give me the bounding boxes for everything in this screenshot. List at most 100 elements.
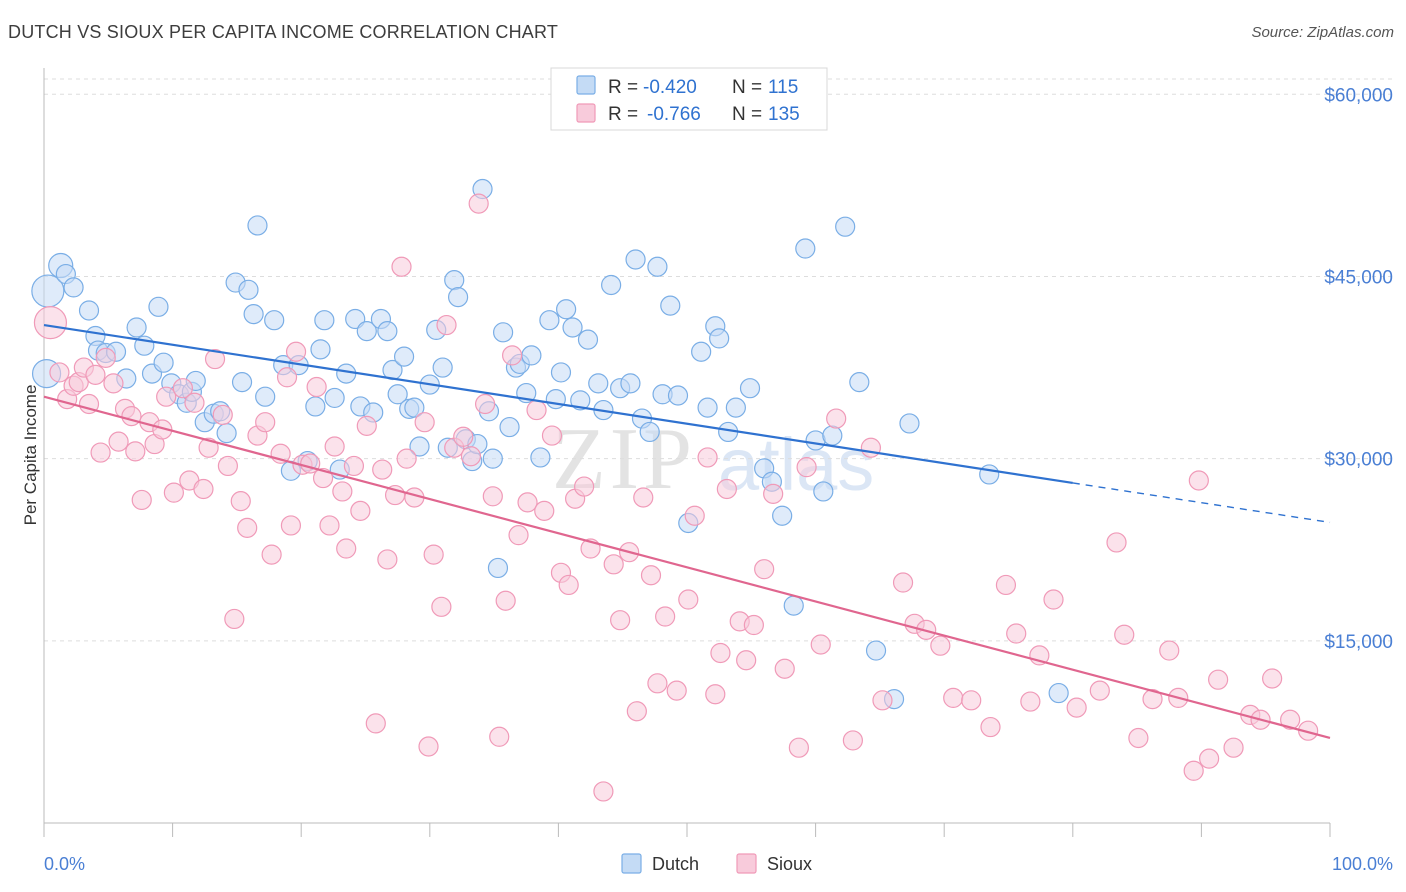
- dutch-point: [78, 300, 100, 321]
- dutch-point: [530, 447, 551, 468]
- x-tick-label-max: 100.0%: [1332, 854, 1393, 874]
- sioux-point: [125, 441, 146, 462]
- sioux-point: [391, 256, 412, 277]
- sioux-point: [103, 373, 124, 394]
- x-tick-label-min: 0.0%: [44, 854, 85, 874]
- sioux-point: [418, 736, 439, 757]
- sioux-point: [78, 393, 100, 415]
- dutch-point: [487, 557, 509, 579]
- bottom-legend: Dutch Sioux: [621, 853, 812, 874]
- sioux-point: [610, 610, 631, 631]
- sioux-point: [204, 348, 226, 370]
- dutch-point: [899, 413, 920, 434]
- sioux-point: [319, 515, 340, 536]
- dutch-point: [444, 270, 465, 291]
- sioux-point: [343, 455, 365, 477]
- sioux-point: [1020, 691, 1041, 712]
- dutch-point: [148, 296, 169, 317]
- sioux-point: [1043, 589, 1064, 610]
- dutch-point: [805, 430, 826, 451]
- sioux-point: [842, 730, 863, 751]
- sioux-point: [508, 525, 529, 546]
- sioux-point: [736, 650, 757, 671]
- bottom-legend-swatch-dutch: [621, 853, 642, 874]
- dutch-point: [264, 310, 285, 331]
- dutch-point: [550, 362, 572, 383]
- dutch-point: [725, 397, 746, 418]
- dutch-point: [691, 341, 712, 362]
- sioux-point: [1199, 748, 1220, 769]
- sioux-point: [541, 425, 563, 446]
- sioux-point: [356, 415, 377, 436]
- sioux-point: [336, 538, 357, 559]
- sioux-point: [396, 448, 417, 469]
- sioux-point: [1128, 727, 1149, 749]
- sioux-trend-line: [43, 395, 1331, 740]
- chart-title: DUTCH VS SIOUX PER CAPITA INCOME CORRELA…: [8, 22, 559, 42]
- sioux-point: [377, 549, 398, 570]
- sioux-point: [460, 446, 482, 467]
- dutch-point: [247, 215, 268, 236]
- sioux-point: [237, 517, 258, 538]
- sioux-point: [131, 489, 152, 511]
- dutch-point: [739, 378, 761, 399]
- dutch-point: [314, 310, 335, 331]
- sioux-point: [1006, 623, 1027, 644]
- sioux-point: [697, 447, 718, 468]
- legend-swatch-dutch: [576, 75, 596, 95]
- sioux-point: [980, 716, 1001, 738]
- dutch-point: [255, 386, 276, 407]
- dutch-point: [601, 274, 622, 296]
- sioux-point: [810, 634, 831, 655]
- dutch-point: [63, 277, 84, 298]
- sioux-point: [603, 554, 624, 575]
- dutch-point: [647, 256, 668, 277]
- dutch-point: [562, 317, 583, 338]
- sioux-point: [796, 457, 817, 478]
- dutch-point: [577, 329, 599, 350]
- sioux-point: [1280, 709, 1301, 730]
- sioux-point: [324, 436, 345, 457]
- sioux-point: [716, 478, 737, 500]
- sioux-point: [474, 393, 496, 415]
- sioux-point: [230, 491, 251, 512]
- dutch-point: [393, 346, 415, 367]
- top-legend: R = -0.420 N = 115 R = -0.766 N = 135: [550, 67, 828, 131]
- dutch-point: [556, 299, 577, 320]
- y-tick-label: $45,000: [1324, 267, 1393, 288]
- dutch-point: [243, 304, 264, 325]
- sioux-point: [517, 492, 538, 513]
- sioux-point: [502, 345, 523, 366]
- dutch-point: [499, 416, 520, 438]
- sioux-point: [1223, 737, 1244, 758]
- sioux-point: [350, 500, 371, 521]
- dutch-point: [813, 481, 834, 502]
- sioux-point: [261, 544, 282, 565]
- sioux-point: [212, 404, 233, 426]
- dutch-point: [783, 595, 804, 616]
- sioux-point: [276, 367, 298, 388]
- sioux-point: [312, 467, 334, 489]
- dutch-trend-extension: [1072, 482, 1331, 524]
- dutch-point: [336, 363, 357, 384]
- sioux-point: [163, 482, 184, 503]
- dutch-point: [835, 216, 856, 237]
- dutch-point: [377, 321, 398, 342]
- dutch-point: [310, 339, 331, 360]
- y-tick-labels: $15,000 $30,000 $45,000 $60,000: [1324, 85, 1393, 653]
- sioux-point: [85, 364, 106, 385]
- sioux-point: [633, 487, 654, 508]
- dutch-point: [625, 249, 646, 270]
- sioux-point: [184, 392, 205, 413]
- y-tick-label: $60,000: [1324, 85, 1393, 106]
- dutch-point: [588, 373, 609, 394]
- sioux-point: [172, 378, 193, 399]
- sioux-point: [684, 505, 705, 526]
- dutch-point: [409, 436, 430, 457]
- sioux-point: [198, 437, 219, 458]
- sioux-point: [743, 614, 764, 636]
- dutch-point: [153, 352, 174, 373]
- sioux-point: [826, 408, 847, 429]
- sioux-point: [943, 687, 964, 709]
- sioux-point: [593, 781, 614, 802]
